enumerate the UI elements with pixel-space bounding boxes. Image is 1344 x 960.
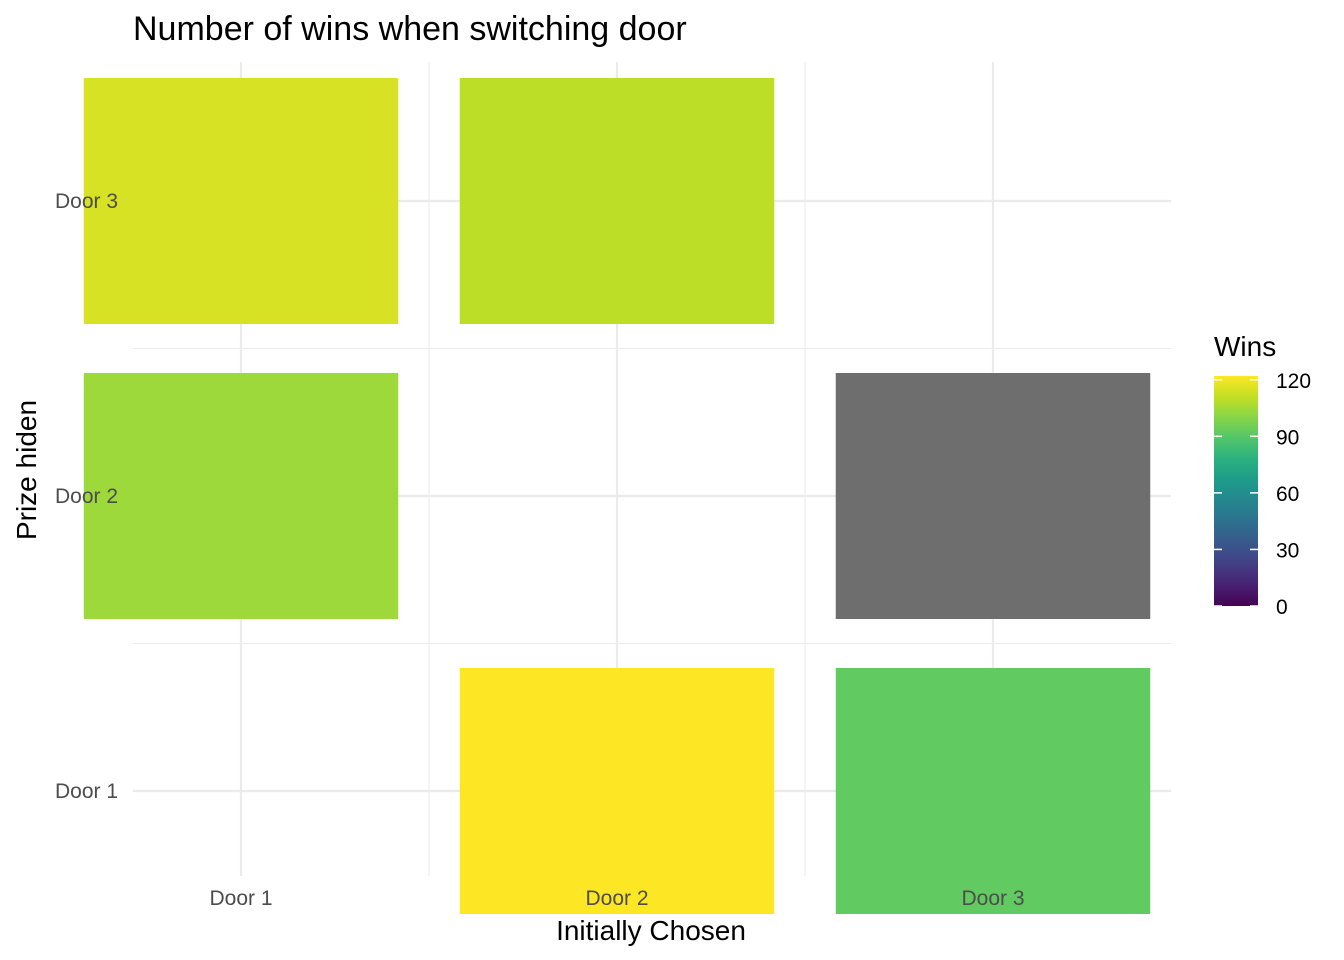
x-axis: Door 1 Door 2 Door 3 <box>209 887 1024 910</box>
y-tick-label: Door 3 <box>55 190 118 213</box>
x-tick-label: Door 1 <box>209 887 272 910</box>
legend-title: Wins <box>1214 331 1276 362</box>
legend-ticks: 0 30 60 90 120 <box>1214 370 1311 619</box>
legend-tick-label: 30 <box>1276 539 1299 562</box>
heatmap-cells <box>83 78 1151 914</box>
y-tick-label: Door 2 <box>55 485 118 508</box>
heatmap-cell-door1-door2 <box>83 373 399 619</box>
heatmap-cell-door2-door3 <box>459 78 775 324</box>
legend-tick-label: 90 <box>1276 426 1299 449</box>
y-axis-title: Prize hiden <box>11 400 42 540</box>
legend-tick-label: 120 <box>1276 370 1311 393</box>
y-tick-label: Door 1 <box>55 780 118 803</box>
legend-tick-label: 60 <box>1276 483 1299 506</box>
y-axis: Door 1 Door 2 Door 3 <box>55 190 118 803</box>
chart-title: Number of wins when switching door <box>133 10 687 48</box>
legend-colorbar <box>1214 376 1258 606</box>
legend-tick-label: 0 <box>1276 596 1288 619</box>
heatmap-cell-door3-door1 <box>835 668 1151 914</box>
legend: Wins 0 30 60 90 120 <box>1214 331 1311 619</box>
heatmap-cell-door3-door2 <box>835 373 1151 619</box>
heatmap-cell-door1-door3 <box>83 78 399 324</box>
x-tick-label: Door 2 <box>585 887 648 910</box>
heatmap-cell-door2-door1 <box>459 668 775 914</box>
x-axis-title: Initially Chosen <box>556 915 746 946</box>
x-tick-label: Door 3 <box>961 887 1024 910</box>
